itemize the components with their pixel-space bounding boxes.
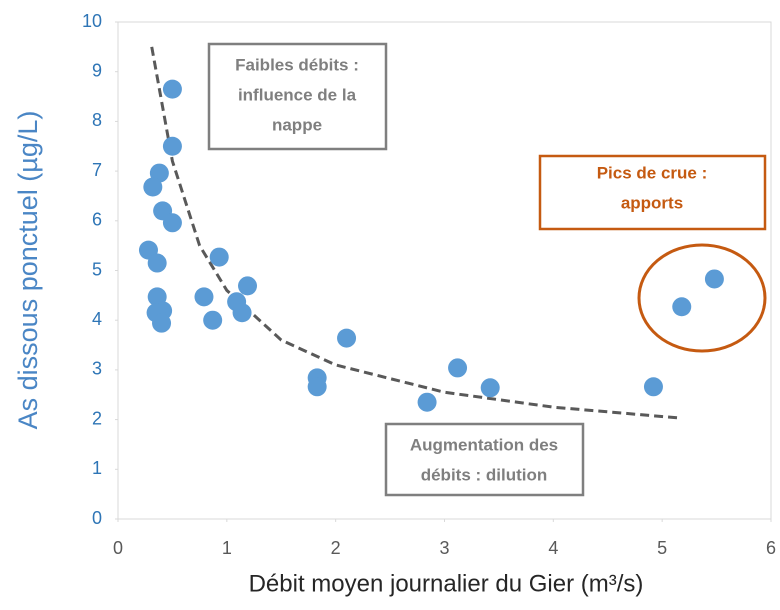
y-tick-label: 9	[92, 60, 102, 80]
annotation-text: influence de la	[238, 85, 357, 104]
data-point	[672, 297, 692, 317]
data-point	[162, 79, 182, 99]
data-point	[152, 313, 172, 333]
x-tick-label: 5	[657, 538, 667, 558]
data-point	[194, 287, 214, 307]
annotation-text: débits : dilution	[421, 465, 548, 484]
y-tick-label: 3	[92, 359, 102, 379]
highlight-circle	[637, 243, 767, 353]
data-point	[238, 276, 258, 296]
data-point	[143, 177, 163, 197]
y-tick-label: 6	[92, 210, 102, 230]
y-tick-label: 5	[92, 259, 102, 279]
annotation-text: Augmentation des	[410, 435, 558, 454]
data-point	[704, 269, 724, 289]
data-point	[203, 310, 223, 330]
x-tick-label: 3	[439, 538, 449, 558]
annotation-box	[207, 42, 388, 151]
x-tick-label: 0	[113, 538, 123, 558]
y-tick-label: 8	[92, 110, 102, 130]
data-point	[162, 136, 182, 156]
y-tick-label: 4	[92, 309, 102, 329]
x-tick-label: 1	[222, 538, 232, 558]
x-tick-label: 4	[548, 538, 558, 558]
y-tick-label: 0	[92, 508, 102, 528]
y-tick-label: 10	[82, 11, 102, 31]
annotation-box	[538, 154, 767, 231]
x-tick-label: 2	[331, 538, 341, 558]
y-tick-label: 2	[92, 408, 102, 428]
data-point	[480, 378, 500, 398]
annotation-text: Pics de crue :	[597, 163, 708, 182]
data-point	[162, 213, 182, 233]
data-point	[147, 253, 167, 273]
annotation-text: apports	[621, 193, 683, 212]
annotation-text: nappe	[272, 115, 322, 134]
data-point	[209, 247, 229, 267]
y-axis-label: As dissous ponctuel (µg/L)	[13, 111, 43, 430]
data-point	[232, 303, 252, 323]
data-point	[417, 392, 437, 412]
data-point	[643, 377, 663, 397]
y-tick-label: 1	[92, 458, 102, 478]
annotation-text: Faibles débits :	[235, 55, 359, 74]
data-point	[337, 328, 357, 348]
data-point	[307, 377, 327, 397]
y-tick-label: 7	[92, 160, 102, 180]
x-axis-label: Débit moyen journalier du Gier (m³/s)	[249, 570, 644, 597]
x-tick-label: 6	[766, 538, 776, 558]
data-point	[448, 358, 468, 378]
annotation-box	[384, 422, 585, 497]
trend-line	[150, 46, 681, 420]
